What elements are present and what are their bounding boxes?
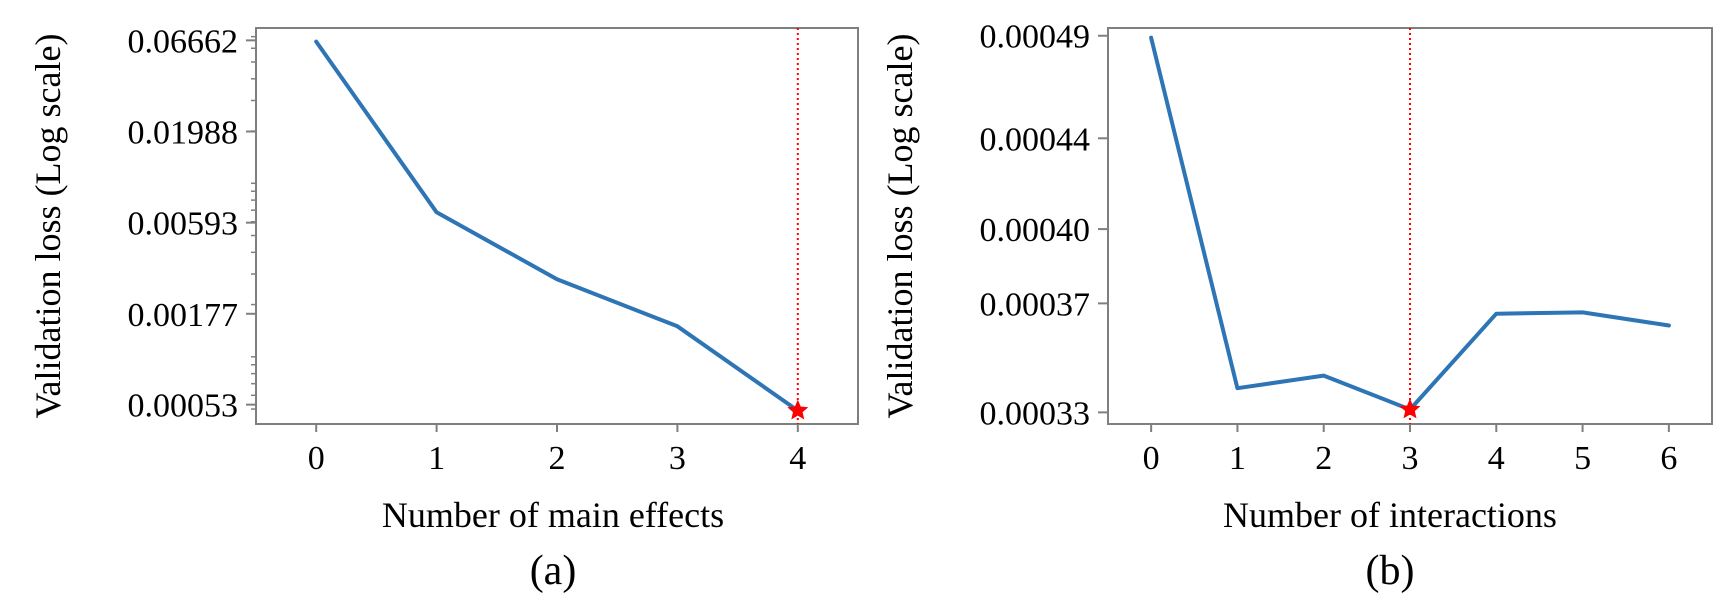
x-ticks-a: 0 1 2 3 4	[308, 424, 806, 477]
x-tick-label: 3	[1402, 440, 1419, 477]
x-tick-label: 5	[1574, 440, 1591, 477]
x-tick-label: 1	[1229, 440, 1246, 477]
x-tick-label: 2	[549, 440, 566, 477]
x-axis-label-a: Number of main effects	[382, 495, 724, 535]
series-line	[314, 39, 800, 413]
series-a	[314, 39, 800, 413]
panel-label-a: (a)	[530, 548, 577, 594]
x-tick-label: 3	[669, 440, 686, 477]
y-axis-label-a: Validation loss (Log scale)	[28, 34, 68, 419]
x-axis-label-b: Number of interactions	[1223, 495, 1557, 535]
y-tick-label: 0.01988	[128, 114, 239, 151]
y-tick-label: 0.00593	[128, 206, 239, 243]
y-tick-label: 0.00049	[980, 19, 1091, 56]
y-axis-label-b: Validation loss (Log scale)	[880, 34, 920, 419]
y-tick-label: 0.00037	[980, 286, 1091, 323]
x-tick-label: 4	[1488, 440, 1505, 477]
y-ticks-b: 0.00049 0.00044 0.00040 0.00037 0.00033	[980, 19, 1108, 432]
x-tick-label: 0	[308, 440, 325, 477]
x-tick-label: 4	[789, 440, 806, 477]
panel-label-b: (b)	[1366, 548, 1415, 594]
x-tick-label: 1	[428, 440, 445, 477]
y-tick-label: 0.00033	[980, 395, 1091, 432]
panel-b: 0.00049 0.00044 0.00040 0.00037 0.00033 0 1 2 3…	[880, 19, 1713, 594]
y-tick-label: 0.00053	[128, 388, 239, 425]
y-tick-label: 0.00040	[980, 212, 1091, 249]
y-tick-label: 0.00044	[980, 121, 1091, 158]
optimum-star-marker	[787, 399, 809, 420]
x-tick-label: 2	[1315, 440, 1332, 477]
x-tick-label: 0	[1143, 440, 1160, 477]
optimum-marker-a	[787, 399, 809, 420]
x-tick-label: 6	[1660, 440, 1677, 477]
y-tick-label: 0.00177	[128, 297, 239, 334]
y-tick-label: 0.06662	[128, 23, 239, 60]
x-ticks-b: 0 1 2 3 4 5 6	[1143, 424, 1677, 477]
y-ticks-a: 0.06662 0.01988 0.00593 0.00177 0.00053	[128, 23, 256, 425]
optimum-marker-b	[1399, 398, 1421, 419]
optimum-star-marker	[1399, 398, 1421, 419]
panel-a: 0.06662 0.01988 0.00593 0.00177 0.00053 0 1 2 3…	[28, 23, 859, 594]
